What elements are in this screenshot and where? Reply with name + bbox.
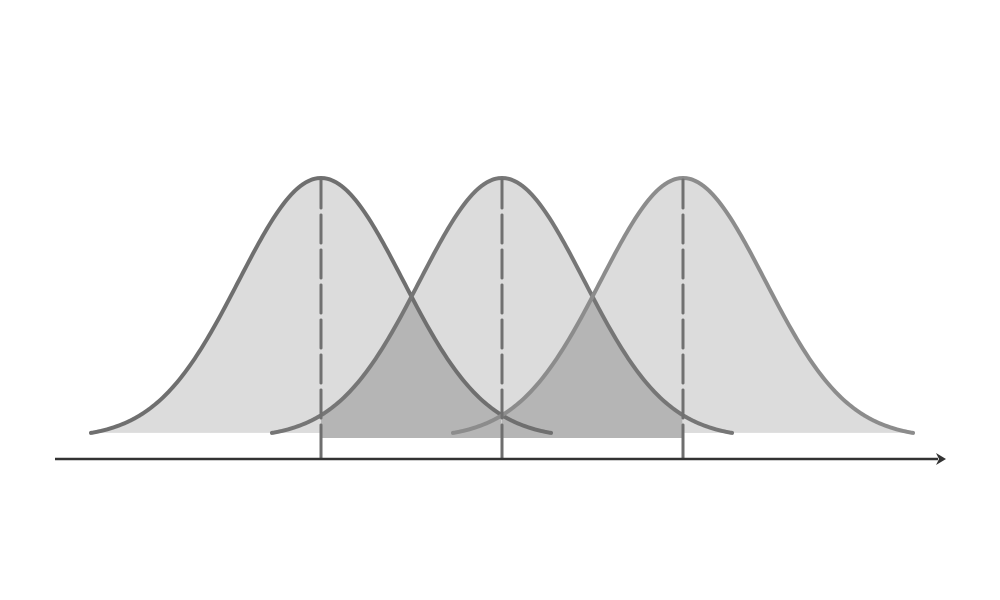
normal-distributions-diagram <box>0 0 1000 600</box>
